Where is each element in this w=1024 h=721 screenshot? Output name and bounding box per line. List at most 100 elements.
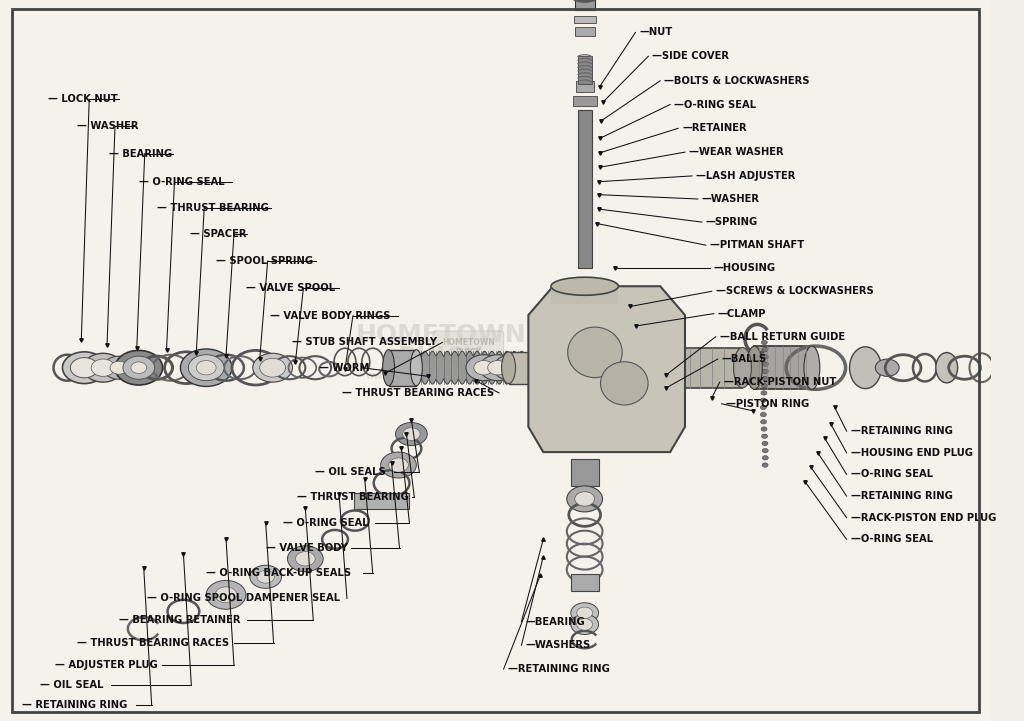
Text: —CLAMP: —CLAMP <box>718 309 766 319</box>
Circle shape <box>296 552 315 566</box>
Bar <box>354 493 410 509</box>
Text: — THRUST BEARING RACES: — THRUST BEARING RACES <box>78 638 229 648</box>
Circle shape <box>761 391 767 395</box>
Ellipse shape <box>551 278 618 296</box>
Bar <box>575 81 594 92</box>
Text: BUICK: BUICK <box>398 345 484 369</box>
Text: —HOUSING END PLUG: —HOUSING END PLUG <box>851 448 973 458</box>
Circle shape <box>494 355 529 381</box>
Circle shape <box>567 486 602 512</box>
Text: HOMETOWN: HOMETOWN <box>355 323 526 348</box>
Text: —PISTON RING: —PISTON RING <box>726 399 809 409</box>
Circle shape <box>761 405 766 410</box>
Ellipse shape <box>502 352 515 384</box>
Circle shape <box>570 603 599 623</box>
Circle shape <box>103 356 135 379</box>
Circle shape <box>257 570 274 583</box>
Text: — O-RING BACK-UP SEALS: — O-RING BACK-UP SEALS <box>206 568 351 578</box>
Circle shape <box>876 359 899 376</box>
Bar <box>551 286 618 304</box>
Bar <box>573 16 596 23</box>
Ellipse shape <box>411 350 422 386</box>
Text: www.HOMETOWNBUICK.COM: www.HOMETOWNBUICK.COM <box>366 371 517 381</box>
Circle shape <box>761 340 767 345</box>
Circle shape <box>480 355 515 381</box>
Circle shape <box>115 350 163 385</box>
Bar <box>570 574 599 591</box>
Text: — SPOOL SPRING: — SPOOL SPRING <box>216 256 313 266</box>
Ellipse shape <box>746 346 762 389</box>
Circle shape <box>762 376 768 381</box>
Circle shape <box>762 463 768 467</box>
Text: — ADJUSTER PLUG: — ADJUSTER PLUG <box>54 660 158 670</box>
Text: —RETAINER: —RETAINER <box>682 123 746 133</box>
Text: —RACK-PISTON END PLUG: —RACK-PISTON END PLUG <box>851 513 996 523</box>
Circle shape <box>762 362 768 366</box>
Text: —RETAINING RING: —RETAINING RING <box>508 664 609 674</box>
Bar <box>578 56 592 84</box>
Text: — WORM: — WORM <box>319 363 370 373</box>
Bar <box>675 348 742 388</box>
Circle shape <box>513 360 534 375</box>
Circle shape <box>381 452 417 478</box>
Bar <box>570 459 599 486</box>
Ellipse shape <box>850 347 882 389</box>
Circle shape <box>761 398 767 402</box>
Text: —SCREWS & LOCKWASHERS: —SCREWS & LOCKWASHERS <box>716 286 873 296</box>
Text: — BEARING RETAINER: — BEARING RETAINER <box>119 615 241 625</box>
Text: — VALVE BODY: — VALVE BODY <box>265 543 347 553</box>
Text: — THRUST BEARING RACES: — THRUST BEARING RACES <box>342 388 495 398</box>
Circle shape <box>487 360 508 375</box>
Circle shape <box>574 492 595 506</box>
Circle shape <box>288 546 324 572</box>
Text: — LOCK NUT: — LOCK NUT <box>47 94 118 105</box>
FancyBboxPatch shape <box>433 331 504 371</box>
Circle shape <box>466 355 502 381</box>
Circle shape <box>577 607 593 619</box>
Text: —BALL RETURN GUIDE: —BALL RETURN GUIDE <box>720 332 845 342</box>
Circle shape <box>395 423 427 446</box>
Text: — O-RING SPOOL DAMPENER SEAL: — O-RING SPOOL DAMPENER SEAL <box>146 593 340 603</box>
Circle shape <box>110 361 128 374</box>
Text: — BEARING: — BEARING <box>109 149 172 159</box>
Circle shape <box>197 360 216 375</box>
Ellipse shape <box>567 327 623 378</box>
Text: —LASH ADJUSTER: —LASH ADJUSTER <box>696 171 796 181</box>
Text: —RETAINING RING: —RETAINING RING <box>851 491 952 501</box>
Bar <box>578 110 592 268</box>
Text: —BEARING: —BEARING <box>525 616 585 627</box>
Text: —SIDE COVER: —SIDE COVER <box>652 51 729 61</box>
Text: —HOUSING: —HOUSING <box>714 263 776 273</box>
Circle shape <box>62 352 106 384</box>
Circle shape <box>762 348 768 352</box>
Circle shape <box>180 349 232 386</box>
Text: —O-RING SEAL: —O-RING SEAL <box>851 534 933 544</box>
Text: —WEAR WASHER: —WEAR WASHER <box>689 147 783 157</box>
Text: — SPACER: — SPACER <box>190 229 247 239</box>
Circle shape <box>761 412 766 417</box>
Circle shape <box>389 458 409 472</box>
Bar <box>755 346 812 389</box>
Circle shape <box>762 369 768 373</box>
Circle shape <box>83 353 123 382</box>
Circle shape <box>762 448 768 453</box>
Circle shape <box>260 358 286 377</box>
Ellipse shape <box>383 350 394 386</box>
Circle shape <box>570 614 599 634</box>
Text: —BOLTS & LOCKWASHERS: —BOLTS & LOCKWASHERS <box>665 76 810 86</box>
Text: — VALVE BODY RINGS: — VALVE BODY RINGS <box>269 311 390 321</box>
Text: —O-RING SEAL: —O-RING SEAL <box>674 99 756 110</box>
Circle shape <box>762 441 768 446</box>
Text: — VALVE SPOOL: — VALVE SPOOL <box>246 283 335 293</box>
Text: —RACK-PISTON NUT: —RACK-PISTON NUT <box>724 377 836 387</box>
Text: —WASHER: —WASHER <box>701 194 760 204</box>
Circle shape <box>253 353 293 382</box>
Circle shape <box>206 580 246 609</box>
Text: — OIL SEALS: — OIL SEALS <box>315 467 386 477</box>
Circle shape <box>761 420 767 424</box>
Ellipse shape <box>936 353 957 383</box>
Circle shape <box>215 587 237 603</box>
Text: —O-RING SEAL: —O-RING SEAL <box>851 469 933 479</box>
Text: —RETAINING RING: —RETAINING RING <box>851 426 952 436</box>
Circle shape <box>131 362 146 373</box>
